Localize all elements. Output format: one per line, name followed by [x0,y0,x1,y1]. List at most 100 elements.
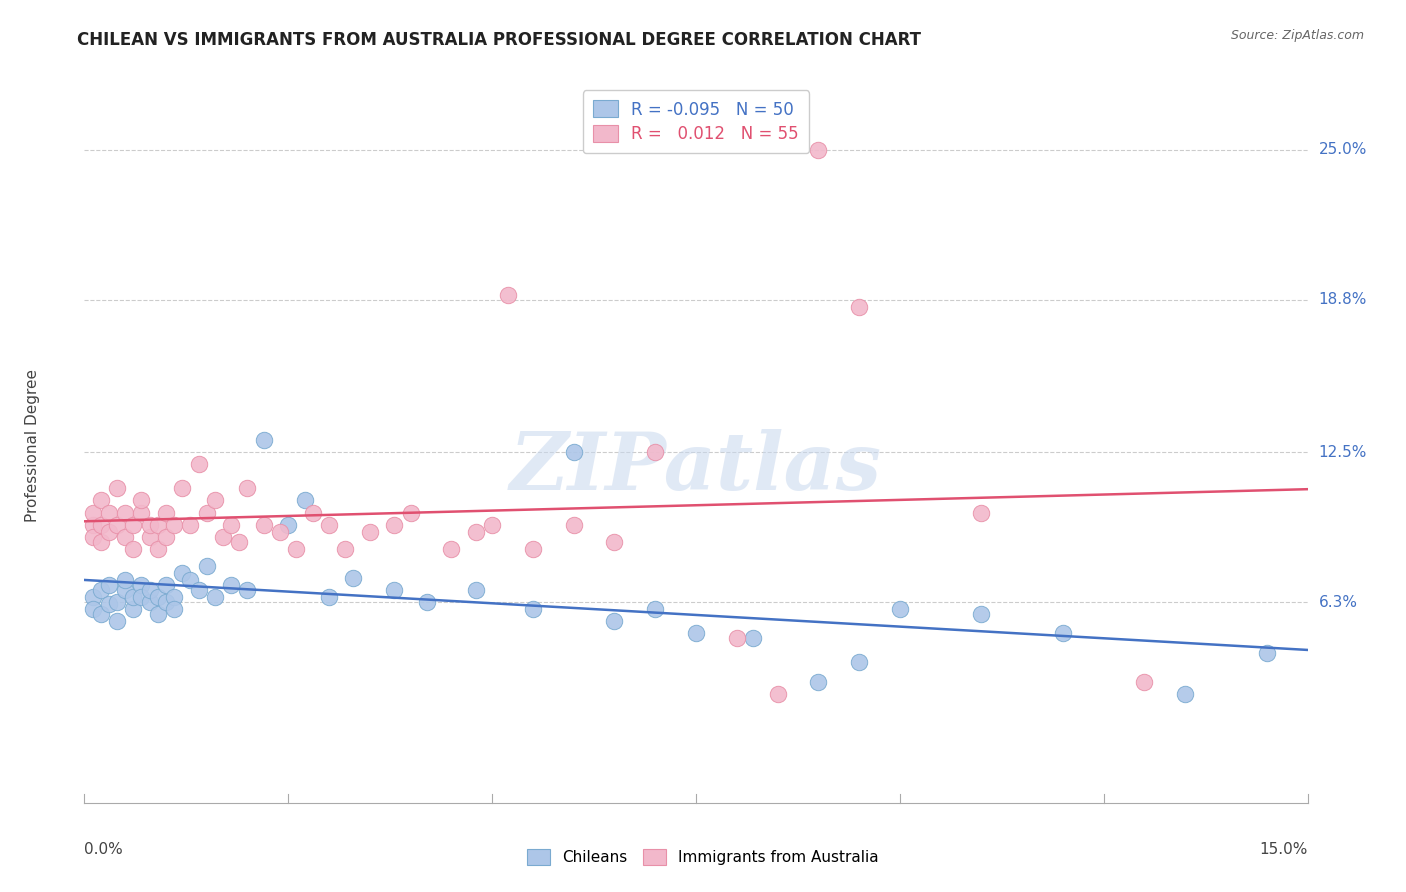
Point [522,602,544,616]
Point [219,517,242,532]
Point [970,607,993,621]
Point [105,595,128,609]
Point [889,602,911,616]
Point [1052,626,1074,640]
Point [212,530,235,544]
Point [105,481,128,495]
Point [253,433,276,447]
Legend: Chileans, Immigrants from Australia: Chileans, Immigrants from Australia [522,843,884,871]
Point [122,602,145,616]
Point [399,506,422,520]
Point [146,541,169,556]
Point [481,517,503,532]
Point [97,506,120,520]
Point [464,582,486,597]
Point [318,517,340,532]
Point [138,517,160,532]
Point [228,534,250,549]
Point [82,590,104,604]
Point [359,524,381,539]
Point [416,595,439,609]
Point [187,457,209,471]
Point [195,558,218,573]
Point [644,445,666,459]
Point [146,517,169,532]
Point [114,582,136,597]
Point [114,506,136,520]
Point [97,578,120,592]
Point [1133,674,1156,689]
Legend: R = -0.095   N = 50, R =   0.012   N = 55: R = -0.095 N = 50, R = 0.012 N = 55 [583,90,808,153]
Text: Professional Degree: Professional Degree [25,369,41,523]
Point [97,598,120,612]
Point [807,674,830,689]
Point [179,574,201,588]
Point [122,590,145,604]
Point [970,506,993,520]
Point [82,517,104,532]
Text: 15.0%: 15.0% [1260,842,1308,857]
Text: 0.0%: 0.0% [84,842,124,857]
Point [464,524,486,539]
Point [848,656,870,670]
Point [685,626,707,640]
Point [187,582,209,597]
Point [301,506,323,520]
Point [807,143,830,157]
Point [603,534,626,549]
Point [114,530,136,544]
Point [742,632,765,646]
Point [382,517,405,532]
Text: 18.8%: 18.8% [1319,293,1367,307]
Point [1256,646,1278,660]
Point [90,534,112,549]
Point [522,541,544,556]
Text: 12.5%: 12.5% [1319,444,1367,459]
Point [131,493,153,508]
Point [294,493,316,508]
Point [204,493,226,508]
Point [603,615,626,629]
Point [277,517,299,532]
Point [163,602,186,616]
Point [1174,687,1197,701]
Point [163,590,186,604]
Point [138,595,160,609]
Point [105,615,128,629]
Point [155,578,177,592]
Point [82,530,104,544]
Point [285,541,308,556]
Point [253,517,276,532]
Point [97,524,120,539]
Point [82,506,104,520]
Point [131,590,153,604]
Point [138,530,160,544]
Point [236,481,259,495]
Point [335,541,357,556]
Point [766,687,789,701]
Point [155,595,177,609]
Point [163,517,186,532]
Point [105,517,128,532]
Point [382,582,405,597]
Point [725,632,748,646]
Point [204,590,226,604]
Point [90,517,112,532]
Point [131,506,153,520]
Point [562,517,585,532]
Point [172,481,194,495]
Point [644,602,666,616]
Point [179,517,201,532]
Point [90,607,112,621]
Point [122,517,145,532]
Point [146,607,169,621]
Point [138,582,160,597]
Text: Source: ZipAtlas.com: Source: ZipAtlas.com [1230,29,1364,42]
Point [342,571,364,585]
Point [236,582,259,597]
Point [155,530,177,544]
Point [219,578,242,592]
Point [122,541,145,556]
Point [82,602,104,616]
Point [269,524,291,539]
